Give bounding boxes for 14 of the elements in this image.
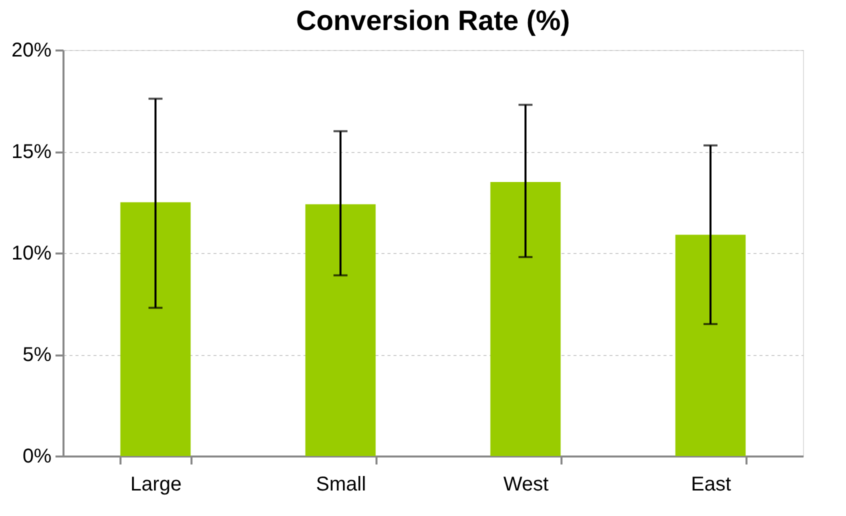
x-tick-label: West xyxy=(503,474,550,496)
chart-title: Conversion Rate (%) xyxy=(296,5,570,36)
bar xyxy=(120,202,191,456)
y-tick-label: 20% xyxy=(11,40,52,62)
y-tick-label: 0% xyxy=(22,446,52,468)
bar xyxy=(675,234,746,456)
y-tick-label: 5% xyxy=(22,344,52,366)
x-tick-label: Small xyxy=(316,474,366,496)
bar xyxy=(490,182,561,456)
y-tick-label: 10% xyxy=(11,242,52,264)
y-tick-label: 15% xyxy=(11,141,52,163)
x-tick-label: East xyxy=(690,474,732,496)
bar xyxy=(305,204,376,456)
x-tick-label: Large xyxy=(130,474,182,496)
